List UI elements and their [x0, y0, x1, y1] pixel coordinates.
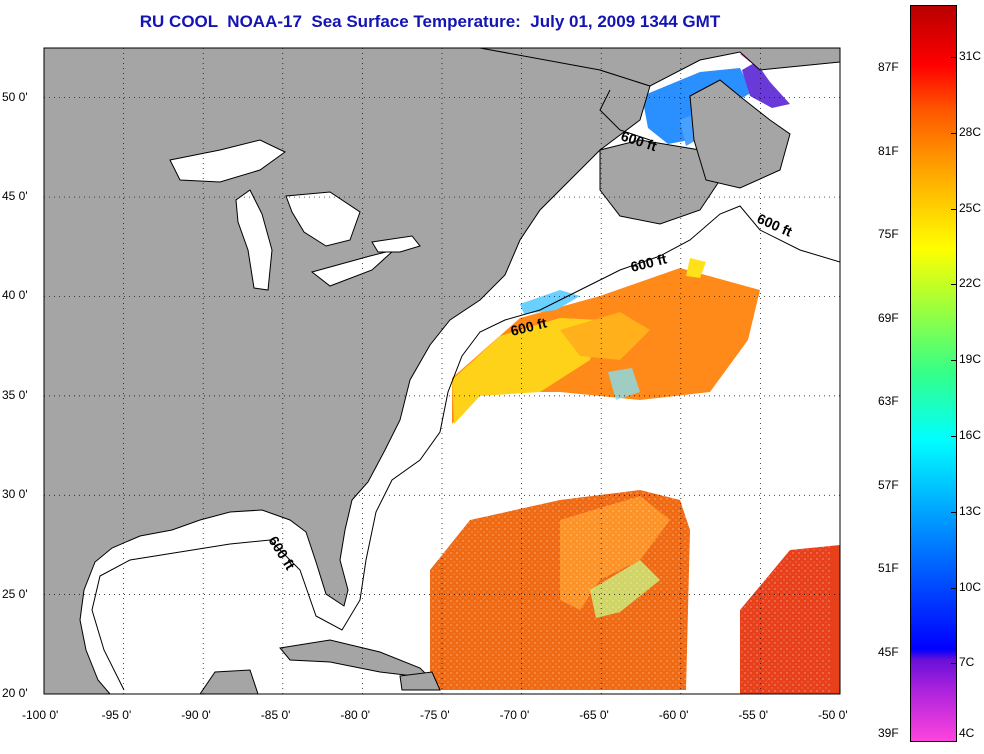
- colorbar-fahrenheit-label: 51F: [878, 561, 899, 575]
- latitude-tick-label: 40 0': [2, 288, 28, 303]
- colorbar-celsius-label: 22C: [959, 276, 982, 291]
- colorbar-celsius-label: 4C: [959, 726, 975, 740]
- colorbar-tick-mark: [951, 663, 956, 665]
- colorbar-tick-mark: [951, 511, 956, 513]
- colorbar-celsius-label: 25C: [959, 200, 982, 215]
- colorbar-tick-mark: [951, 284, 956, 286]
- colorbar-celsius-label: 28C: [959, 124, 982, 139]
- longitude-tick-label: -85 0': [260, 708, 291, 722]
- latitude-tick-label: 20 0': [2, 686, 28, 700]
- colorbar-celsius-label: 7C: [959, 655, 975, 670]
- colorbar-tick-mark: [951, 436, 956, 437]
- latitude-tick-label: 35 0': [2, 387, 28, 402]
- colorbar-celsius-label: 19C: [959, 352, 982, 367]
- longitude-tick-label: -70 0': [499, 708, 530, 722]
- colorbar-fahrenheit-label: 87F: [878, 60, 899, 74]
- colorbar-tick-mark: [951, 587, 956, 589]
- great-lakes: [169, 139, 421, 291]
- colorbar-celsius-label: 10C: [959, 579, 982, 594]
- latitude-tick-label: 30 0': [2, 487, 28, 502]
- colorbar-fahrenheit-label: 69F: [878, 310, 899, 325]
- longitude-tick-label: -95 0': [101, 708, 132, 722]
- sst-map[interactable]: 600 ft 600 ft 600 ft 600 ft 600 ft: [0, 0, 900, 754]
- colorbar-fahrenheit-label: 75F: [878, 227, 899, 241]
- map-frame: [43, 47, 841, 695]
- longitude-tick-label: -50 0': [818, 708, 848, 722]
- colorbar-fahrenheit-label: 63F: [878, 394, 899, 408]
- colorbar-celsius-label: 13C: [959, 503, 982, 518]
- colorbar-celsius-label: 31C: [959, 49, 982, 63]
- temperature-colorbar: [910, 5, 957, 742]
- colorbar-tick-mark: [951, 57, 956, 58]
- longitude-tick-label: -60 0': [658, 708, 689, 722]
- longitude-tick-label: -65 0': [579, 708, 609, 722]
- colorbar-fahrenheit-label: 57F: [878, 477, 899, 492]
- longitude-tick-label: -55 0': [738, 708, 769, 722]
- map-title: RU COOL NOAA-17 Sea Surface Temperature:…: [139, 12, 721, 31]
- latitude-tick-label: 25 0': [2, 586, 28, 601]
- land-layer: [44, 48, 840, 694]
- colorbar-tick-mark: [951, 132, 956, 134]
- latitude-tick-label: 45 0': [2, 189, 28, 204]
- colorbar-fahrenheit-label: 45F: [878, 644, 899, 659]
- colorbar-tick-mark: [951, 360, 956, 362]
- sst-data-layer: [430, 52, 840, 694]
- colorbar-fahrenheit-label: 39F: [878, 726, 899, 740]
- colorbar-fahrenheit-label: 81F: [878, 143, 899, 158]
- colorbar-tick-mark: [951, 208, 956, 210]
- depth-contour-600ft: [91, 89, 840, 691]
- colorbar-celsius-label: 16C: [959, 428, 982, 442]
- longitude-tick-label: -75 0': [420, 708, 450, 722]
- longitude-tick-label: -100 0': [22, 708, 59, 722]
- latitude-tick-label: 50 0': [2, 89, 28, 104]
- longitude-tick-label: -80 0': [340, 708, 371, 722]
- longitude-tick-label: -90 0': [181, 708, 211, 722]
